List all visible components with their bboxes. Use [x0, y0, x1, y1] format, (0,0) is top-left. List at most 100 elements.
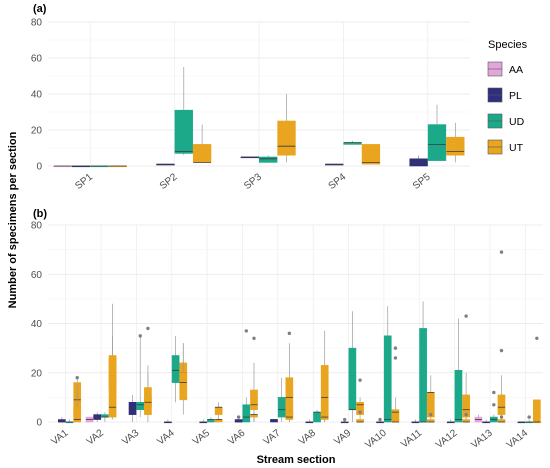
box-UD-VA9 [348, 311, 357, 422]
box-UT-SP4 [361, 144, 381, 165]
box-PL-VA13 [482, 419, 490, 424]
box [136, 401, 145, 410]
panel-a: (a) 0 20 40 60 80 SP1 SP2 SP3 SP4 SP5 [31, 3, 470, 192]
box-UT-VA13 [497, 250, 506, 422]
box-AA-VA2 [85, 416, 94, 423]
outlier-point [236, 415, 241, 419]
box-UT-VA9 [356, 410, 364, 423]
box-UT-VA10 [391, 356, 400, 423]
y-axis-title: Number of specimens per section [7, 131, 19, 308]
outlier-point [464, 314, 468, 318]
box-PL-VA3 [128, 394, 137, 422]
outlier-point [499, 348, 504, 353]
y-tick-label: 0 [36, 418, 42, 429]
box-UD-VA4 [171, 335, 180, 403]
box-PL-VA7 [270, 419, 278, 423]
box-PL-SP3 [240, 156, 260, 159]
box-UT-VA11 [426, 412, 435, 423]
legend-entries: AA PL UD UT [487, 61, 525, 155]
legend-label-ut: UT [509, 142, 524, 154]
outlier-point [492, 403, 496, 407]
box [427, 124, 447, 161]
outlier-point [378, 417, 382, 422]
legend-label-pl: PL [509, 90, 522, 102]
box-UT-VA5 [214, 419, 223, 423]
box-UT-SP1 [108, 165, 127, 168]
x-tick-label: VA13 [469, 427, 495, 451]
legend-label-ud: UD [509, 116, 525, 128]
y-tick-label: 40 [31, 319, 43, 330]
y-tick-label: 60 [31, 270, 43, 281]
box-PL-VA8 [305, 419, 314, 424]
y-tick-label: 20 [31, 126, 43, 137]
box-PL-SP4 [325, 163, 344, 166]
x-tick-label: SP3 [242, 171, 264, 192]
plot-area-b: 0 20 40 60 80 VA1 VA2 VA3 VA4 VA5 VA6 VA7 VA8 VA9 VA10… [31, 221, 543, 451]
box-UD-VA13 [489, 390, 498, 423]
legend-title: Species [488, 39, 528, 51]
x-tick-label: VA5 [191, 427, 212, 447]
box-UT-VA9 [356, 378, 364, 422]
box-AA-VA13 [474, 414, 483, 423]
box-PL-VA1 [57, 417, 66, 423]
box-PL-SP5 [409, 155, 428, 167]
box [128, 401, 137, 415]
box [497, 394, 506, 415]
box-PL-SP1 [71, 165, 91, 168]
box-UD-VA10 [383, 306, 392, 423]
box-UT-SP3 [277, 94, 296, 163]
box [73, 406, 82, 423]
box-PL-VA6 [234, 415, 243, 423]
x-tick-label: VA12 [434, 427, 460, 451]
legend-label-aa: AA [509, 64, 523, 76]
panel-b-tag: (b) [33, 208, 47, 220]
box-UT-VA5 [214, 402, 223, 422]
box [174, 109, 193, 154]
box [320, 411, 329, 420]
box [242, 404, 251, 423]
outlier-point [464, 412, 468, 417]
box [179, 372, 188, 401]
box-UT-SP5 [446, 122, 465, 163]
x-tick-label: SP4 [327, 171, 349, 192]
box [361, 144, 381, 165]
outlier-point [535, 336, 539, 340]
x-axis-title: Stream section [257, 454, 336, 466]
x-tick-label: VA9 [332, 427, 353, 447]
box [533, 399, 541, 423]
outlier-point [75, 375, 79, 380]
box-UD-VA1 [65, 419, 74, 424]
outlier-point [393, 346, 398, 350]
y-tick-label: 80 [31, 221, 43, 232]
box-PL-VA5 [199, 419, 208, 424]
box-UD-VA12 [454, 318, 463, 423]
outlier-point [499, 415, 504, 419]
box-UD-SP2 [174, 67, 193, 156]
box-UD-VA7 [277, 377, 286, 422]
x-tick-label: VA6 [226, 427, 247, 447]
box [144, 387, 152, 415]
box [277, 397, 286, 418]
box-UD-SP5 [427, 104, 447, 161]
x-tick-label: VA11 [399, 427, 424, 450]
x-tick-label: SP1 [73, 171, 95, 192]
x-tick-label: SP5 [411, 171, 433, 192]
box-PL-SP2 [156, 163, 175, 166]
box [446, 136, 465, 156]
box [313, 411, 321, 423]
box-UT-VA12 [462, 412, 470, 423]
x-tick-label: VA14 [505, 427, 531, 451]
box-AA-SP1 [53, 165, 72, 168]
box [348, 347, 357, 410]
box [454, 369, 463, 423]
box-UT-VA8 [320, 330, 329, 422]
box-UD-VA8 [313, 409, 321, 423]
box-UT-VA1 [73, 375, 82, 423]
box-UT-VA14 [533, 399, 541, 423]
plot-area-a: 0 20 40 60 80 SP1 SP2 SP3 SP4 SP5 [31, 18, 470, 192]
box [383, 335, 392, 423]
y-tick-label: 0 [36, 162, 42, 173]
outlier-point [393, 356, 398, 360]
outlier-point [499, 250, 504, 254]
box [171, 355, 180, 383]
